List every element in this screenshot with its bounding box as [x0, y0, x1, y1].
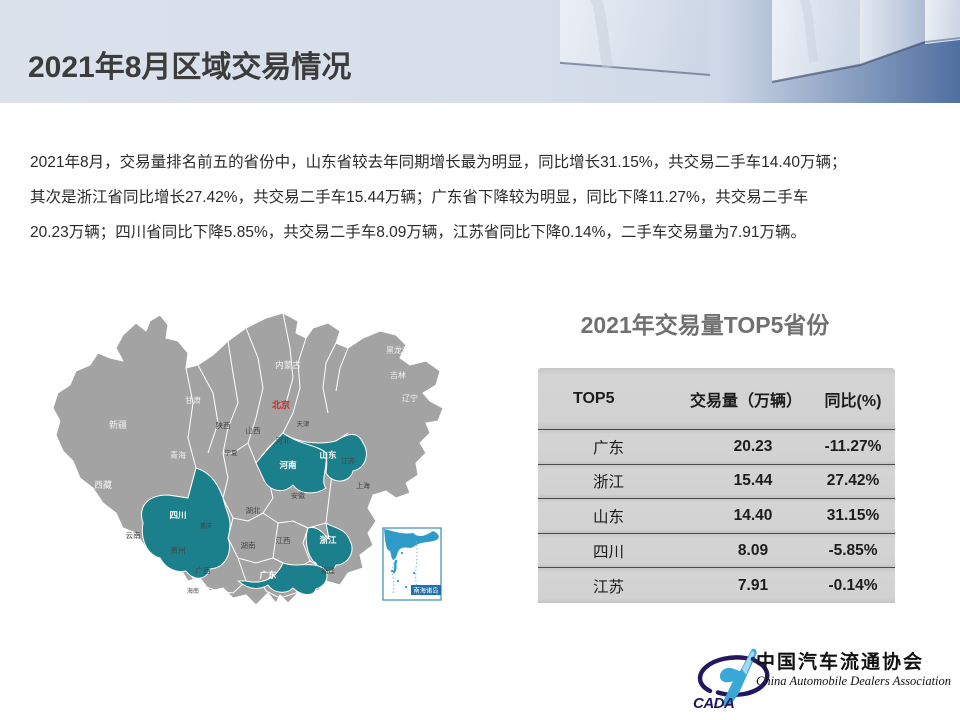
svg-text:山西: 山西	[246, 425, 261, 435]
svg-text:上海: 上海	[356, 481, 370, 490]
svg-text:吉林: 吉林	[390, 370, 406, 380]
svg-text:江西: 江西	[276, 536, 291, 545]
svg-text:海南: 海南	[187, 587, 199, 595]
svg-text:西藏: 西藏	[94, 479, 112, 490]
svg-text:广东: 广东	[259, 570, 277, 580]
svg-text:北京: 北京	[272, 399, 290, 410]
svg-text:重庆: 重庆	[200, 522, 212, 530]
svg-text:福建: 福建	[321, 566, 335, 575]
svg-text:南海诸岛: 南海诸岛	[413, 586, 438, 595]
svg-text:甘肃: 甘肃	[185, 395, 201, 405]
svg-text:湖南: 湖南	[241, 540, 256, 550]
svg-text:新疆: 新疆	[109, 419, 127, 430]
svg-text:浙江: 浙江	[319, 535, 337, 545]
svg-text:天津: 天津	[297, 420, 311, 428]
svg-text:湖北: 湖北	[246, 506, 261, 515]
svg-text:广西: 广西	[196, 565, 211, 575]
svg-text:内蒙古: 内蒙古	[275, 360, 301, 370]
svg-text:河南: 河南	[279, 460, 297, 470]
svg-text:宁夏: 宁夏	[225, 448, 239, 457]
svg-text:黑龙江: 黑龙江	[386, 345, 410, 355]
svg-text:四川: 四川	[169, 510, 186, 520]
svg-text:江苏: 江苏	[341, 456, 355, 465]
svg-text:山东: 山东	[319, 450, 337, 460]
svg-text:辽宁: 辽宁	[402, 393, 418, 403]
svg-text:贵州: 贵州	[171, 545, 186, 555]
svg-text:河北: 河北	[276, 436, 291, 445]
svg-text:云南: 云南	[126, 530, 141, 540]
svg-text:安徽: 安徽	[291, 491, 305, 500]
svg-text:陕西: 陕西	[216, 420, 231, 430]
svg-text:青海: 青海	[170, 450, 186, 460]
